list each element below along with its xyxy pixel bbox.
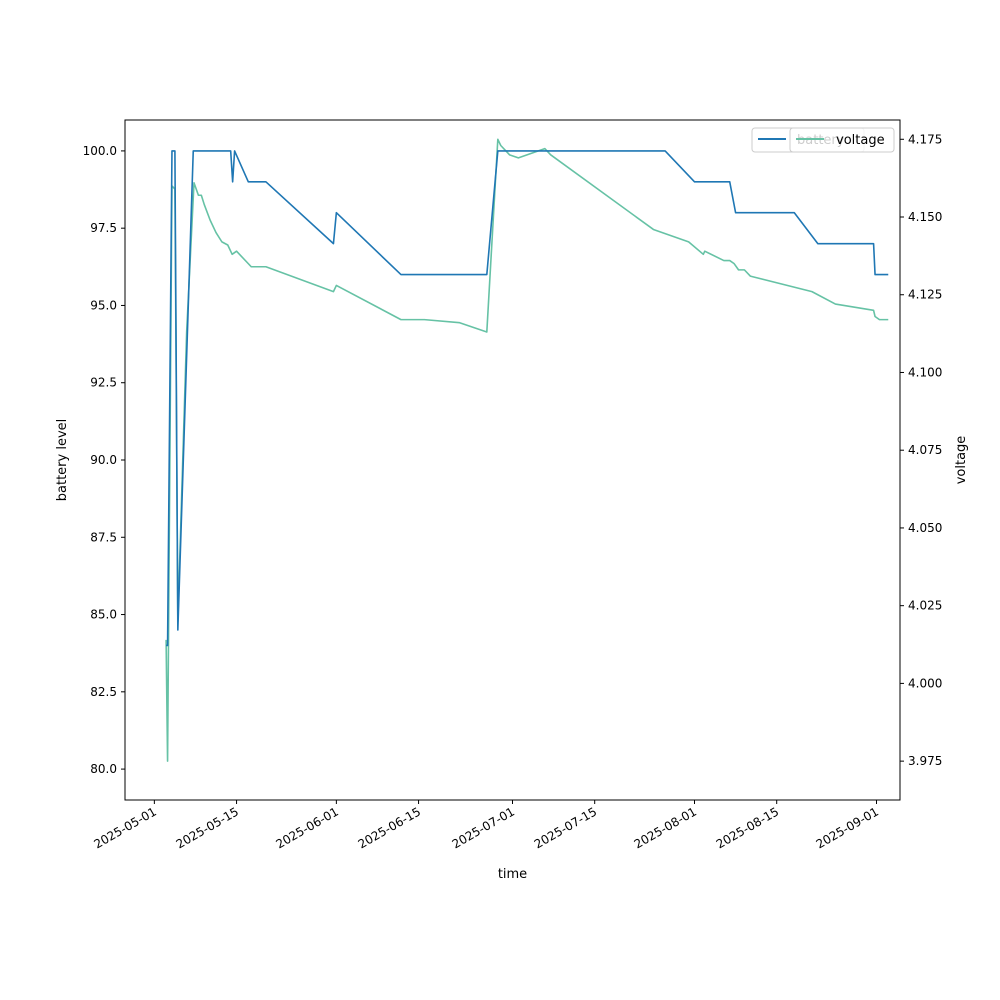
y-tick-label: 100.0 [83, 144, 117, 158]
y-axis-right: 3.975 4.000 4.025 4.050 4.075 4.100 4.125 4.150… [900, 132, 942, 768]
legend-voltage-label: voltage [836, 133, 885, 148]
series-layer [165, 138, 889, 762]
y-axis-title: battery level [55, 419, 70, 502]
y2-tick-label: 4.175 [908, 132, 942, 146]
y2-tick-label: 4.050 [908, 521, 942, 535]
y-tick-label: 92.5 [90, 376, 117, 390]
y2-tick-label: 4.100 [908, 365, 942, 379]
y2-tick-label: 4.125 [908, 288, 942, 302]
y-tick-label: 85.0 [90, 608, 117, 622]
y-tick-label: 82.5 [90, 685, 117, 699]
y-tick-label: 90.0 [90, 453, 117, 467]
y2-axis-title: voltage [954, 436, 969, 485]
series-line-voltage [165, 138, 889, 762]
y2-tick-label: 4.150 [908, 210, 942, 224]
y2-tick-label: 4.000 [908, 676, 942, 690]
y-tick-label: 95.0 [90, 298, 117, 312]
y-tick-label: 87.5 [90, 530, 117, 544]
y-axis-left: 80.0 82.5 85.0 87.5 90.0 92.5 95.0 97.5 100.0 [83, 144, 125, 776]
y2-tick-label: 4.075 [908, 443, 942, 457]
legend-voltage: voltage [789, 127, 895, 153]
y-tick-label: 97.5 [90, 221, 117, 235]
series-line-battery [166, 150, 889, 647]
y2-tick-label: 3.975 [908, 754, 942, 768]
y-tick-label: 80.0 [90, 762, 117, 776]
y2-tick-label: 4.025 [908, 599, 942, 613]
legend-voltage-frame [789, 127, 895, 153]
x-axis-title: time [498, 867, 527, 882]
